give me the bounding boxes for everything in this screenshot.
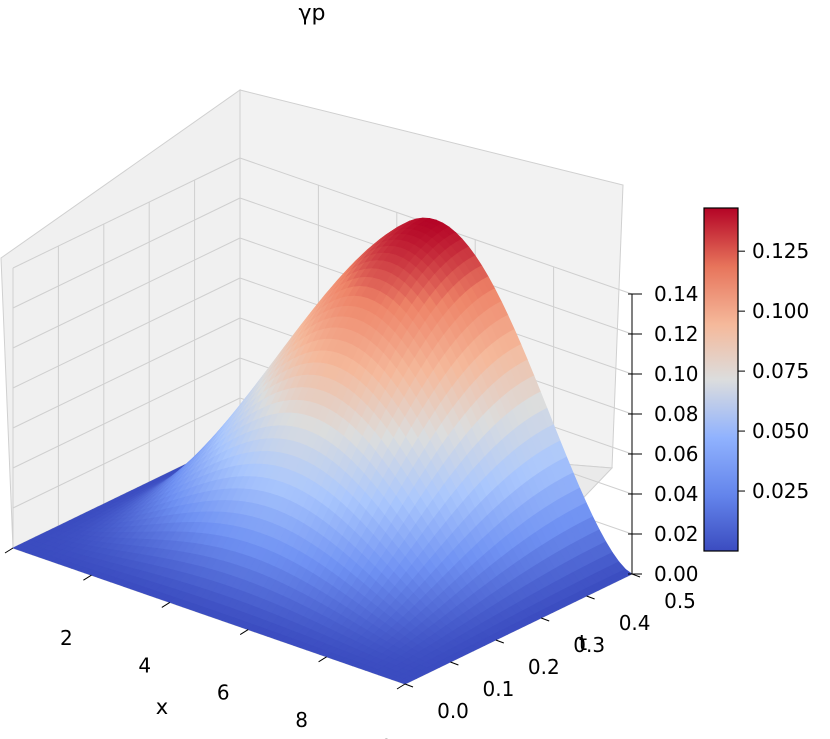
t-tick [450, 661, 459, 666]
grid-line [12, 197, 241, 309]
t-tick [586, 595, 595, 600]
colorbar: 0.025 0.050 0.075 0.100 0.125 [703, 207, 809, 552]
t-tick [541, 617, 550, 622]
z-tick-label: 0.02 [654, 522, 699, 546]
x-tick [161, 601, 171, 608]
x-tick-label: 2 [60, 626, 73, 650]
surface [12, 217, 633, 685]
x-tick-label: 10 [367, 735, 392, 739]
t-tick [495, 639, 504, 644]
x-tick [239, 629, 249, 636]
t-tick-label: 0.2 [528, 655, 560, 679]
x-tick-label: 6 [217, 681, 230, 705]
colorbar-tick-label: 0.075 [752, 359, 809, 383]
x-tick [318, 656, 327, 663]
grid-line [12, 317, 241, 429]
x-tick-label: 4 [138, 653, 151, 677]
x-tick-label: 8 [295, 708, 308, 732]
t-tick [404, 683, 414, 688]
z-tick-label: 0.04 [654, 482, 699, 506]
x-tick [4, 547, 14, 554]
surface-patch [397, 678, 412, 685]
z-tick-label: 0.14 [654, 282, 699, 306]
z-tick-label: 0.10 [654, 362, 699, 386]
t-tick-label: 0.0 [437, 699, 469, 723]
z-tick-label: 0.00 [654, 562, 699, 586]
colorbar-gradient [703, 207, 739, 552]
grid-line [12, 397, 241, 509]
grid-line [12, 357, 241, 469]
grid-line [12, 277, 241, 389]
x-axis: 0246810 [4, 547, 406, 739]
chart-title: γp [299, 1, 326, 26]
t-tick-label: 0.5 [664, 589, 696, 613]
z-tick-label: 0.12 [654, 322, 699, 346]
z-tick-label: 0.06 [654, 442, 699, 466]
colorbar-tick-label: 0.125 [752, 239, 809, 263]
colorbar-tick-label: 0.025 [752, 479, 809, 503]
t-tick-label: 0.4 [619, 611, 651, 635]
colorbar-ticks: 0.025 0.050 0.075 0.100 0.125 [738, 239, 809, 503]
colorbar-tick-label: 0.100 [752, 299, 809, 323]
t-axis-label: t [579, 631, 587, 655]
x-tick [396, 683, 406, 690]
x-tick [83, 574, 92, 581]
grid-line [12, 237, 241, 349]
x-axis-label: x [156, 695, 168, 719]
grid-line [12, 157, 241, 269]
z-tick-label: 0.08 [654, 402, 699, 426]
z-axis: 0.00 0.02 0.04 0.06 0.08 0.10 0.12 0.14 [628, 282, 699, 586]
colorbar-tick-label: 0.050 [752, 419, 809, 443]
t-tick-label: 0.1 [482, 677, 514, 701]
t-axis: 0.0 0.1 0.2 0.3 0.4 0.5 [404, 573, 696, 723]
t-tick-label: 0.3 [573, 633, 605, 657]
